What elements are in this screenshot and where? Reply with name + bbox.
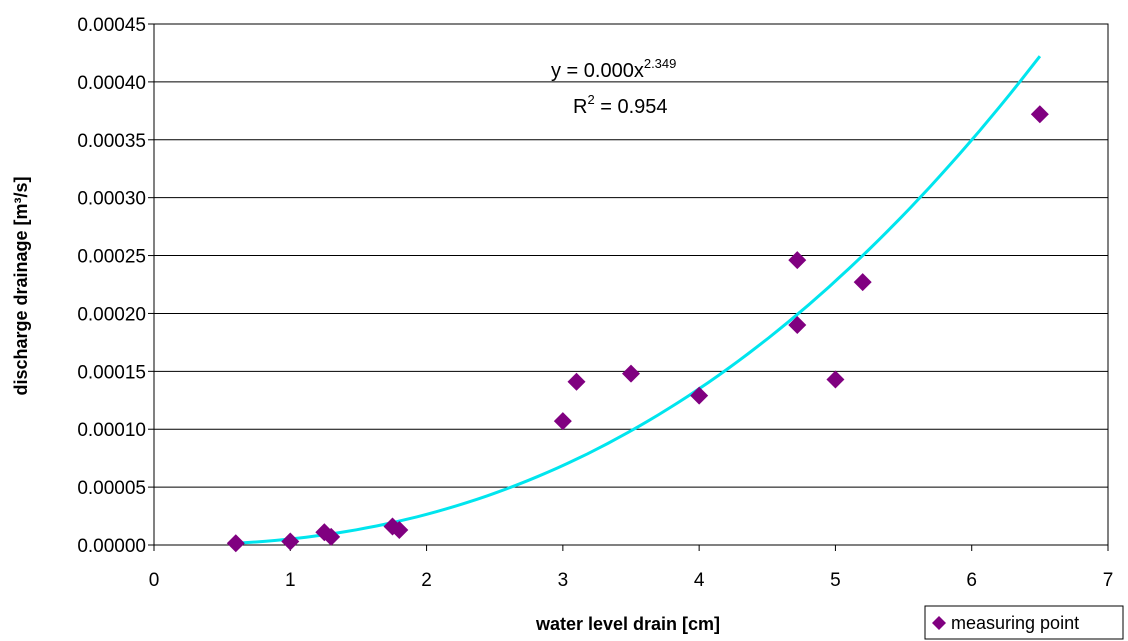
- data-point: [622, 364, 640, 383]
- y-tick-label: 0.00000: [77, 536, 146, 557]
- y-axis-title: discharge drainage [m³/s]: [11, 176, 31, 395]
- y-tick-label: 0.00025: [77, 247, 146, 268]
- x-tick-label: 4: [694, 570, 705, 591]
- y-tick-label: 0.00040: [77, 73, 146, 94]
- x-axis-title: water level drain [cm]: [535, 614, 720, 634]
- data-point: [281, 532, 300, 551]
- trendline: [235, 55, 1042, 545]
- y-tick-label: 0.00010: [77, 420, 146, 441]
- x-tick-label: 7: [1103, 570, 1114, 591]
- legend: measuring point: [924, 605, 1124, 640]
- legend-marker-icon: [932, 616, 946, 630]
- gridlines: [154, 81, 1108, 488]
- data-point: [788, 316, 807, 335]
- y-tick-label: 0.00015: [77, 362, 146, 383]
- y-tick-label: 0.00035: [77, 131, 146, 152]
- plot-area: [153, 23, 1109, 546]
- legend-label: measuring point: [951, 613, 1079, 633]
- trendline-equation: y = 0.000x2.349: [551, 56, 676, 82]
- data-point: [226, 534, 245, 553]
- data-point: [788, 251, 807, 270]
- x-tick-label: 6: [966, 570, 977, 591]
- y-tick-label: 0.00005: [77, 478, 146, 499]
- data-point: [322, 527, 341, 546]
- x-tick-label: 2: [421, 570, 432, 591]
- data-point: [567, 372, 586, 391]
- data-point: [826, 370, 845, 389]
- data-point: [553, 412, 572, 431]
- data-point: [853, 273, 872, 292]
- y-tick-label: 0.00020: [77, 304, 146, 325]
- data-point: [690, 386, 709, 405]
- r-squared: R2 = 0.954: [573, 92, 668, 118]
- y-tick-label: 0.00045: [77, 15, 146, 36]
- y-tick-label: 0.00030: [77, 189, 146, 210]
- y-axis-ticks: 0.00000 0.00005 0.00010 0.00015 0.00020 0.000…: [77, 15, 154, 557]
- legend-box: [924, 605, 1124, 640]
- x-tick-label: 1: [285, 570, 296, 591]
- x-tick-label: 3: [558, 570, 569, 591]
- x-tick-label: 5: [830, 570, 841, 591]
- data-point: [1030, 105, 1049, 124]
- data-point: [390, 520, 409, 539]
- x-axis-ticks: 0 1 2 3 4 5 6 7: [149, 545, 1114, 591]
- x-tick-label: 0: [149, 570, 160, 591]
- data-points: [226, 105, 1049, 553]
